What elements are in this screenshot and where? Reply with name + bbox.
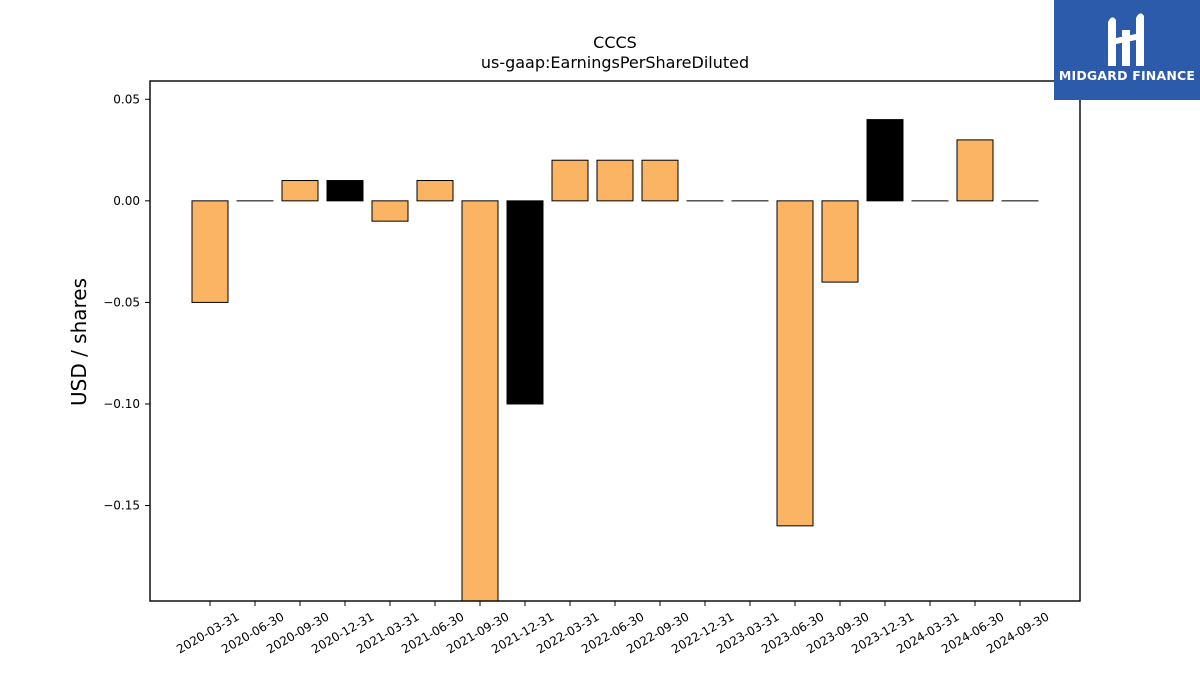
bar-2020-03-31 bbox=[191, 200, 229, 303]
bar-2022-09-30 bbox=[641, 159, 679, 202]
bar-2021-12-31 bbox=[506, 200, 544, 405]
bar-2020-09-30 bbox=[281, 180, 319, 202]
plot-frame bbox=[149, 80, 1081, 602]
bar-2023-12-31 bbox=[866, 119, 904, 202]
bar-2023-09-30 bbox=[821, 200, 859, 283]
bar-2021-03-31 bbox=[371, 200, 409, 222]
bar-2021-06-30 bbox=[416, 180, 454, 202]
bar-2022-03-31 bbox=[551, 159, 589, 202]
brand-logo: MIDGARD FINANCE bbox=[1054, 0, 1200, 100]
bar-2024-06-30 bbox=[956, 139, 994, 202]
x-axis-ticks: 2020-03-312020-06-302020-09-302020-12-31… bbox=[174, 601, 1052, 656]
chart-subtitle: us-gaap:EarningsPerShareDiluted bbox=[481, 53, 749, 72]
y-tick-label: −0.10 bbox=[103, 397, 140, 411]
bar-2022-06-30 bbox=[596, 159, 634, 202]
midgard-logo-icon bbox=[1108, 13, 1144, 66]
bar-2021-09-30 bbox=[461, 200, 499, 602]
y-tick-label: −0.05 bbox=[103, 295, 140, 309]
bar-2023-06-30 bbox=[776, 200, 814, 527]
y-tick-label: 0.00 bbox=[113, 194, 140, 208]
bar-2020-12-31 bbox=[326, 180, 364, 202]
y-tick-label: 0.05 bbox=[113, 92, 140, 106]
y-axis-label: USD / shares bbox=[67, 278, 91, 406]
chart-title: CCCS bbox=[593, 33, 637, 52]
brand-name: MIDGARD FINANCE bbox=[1058, 68, 1196, 83]
bars-group bbox=[191, 119, 1039, 602]
y-tick-label: −0.15 bbox=[103, 499, 140, 513]
y-axis-ticks: 0.05 0.00 −0.05 −0.10 −0.15 bbox=[103, 92, 150, 513]
